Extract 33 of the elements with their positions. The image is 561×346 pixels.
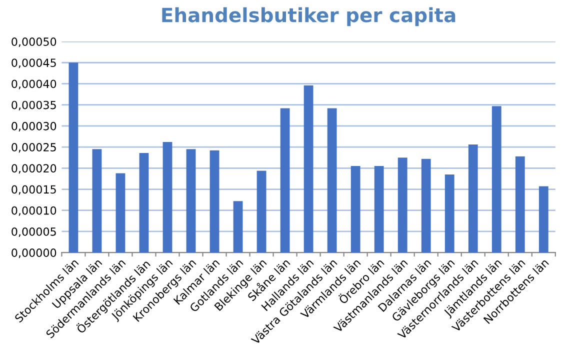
bar (139, 152, 149, 253)
y-tick-label: 0,00005 (12, 227, 56, 237)
bar (350, 166, 360, 253)
bar (492, 106, 502, 253)
bar (538, 186, 548, 253)
bar (421, 158, 431, 253)
bar (304, 85, 314, 253)
y-tick-label: 0,00050 (12, 37, 56, 48)
bar (444, 174, 454, 253)
bar (116, 173, 126, 253)
bar (327, 108, 337, 253)
y-tick-label: 0,00030 (12, 122, 56, 132)
bar (280, 108, 290, 253)
bar (233, 201, 243, 253)
bar (374, 166, 384, 253)
y-tick-label: 0,00015 (12, 185, 56, 195)
chart-title: Ehandelsbutiker per capita (162, 7, 456, 26)
y-tick-label: 0,00040 (12, 80, 56, 90)
bar (162, 142, 172, 253)
bar (398, 158, 408, 253)
y-tick-label: 0,00045 (12, 58, 56, 68)
bar (210, 150, 220, 253)
y-tick-label: 0,00020 (12, 164, 56, 174)
bar (92, 149, 102, 253)
y-tick-label: 0,00000 (12, 248, 56, 258)
y-tick-label: 0,00025 (12, 143, 56, 153)
bar (515, 156, 525, 253)
bar (186, 149, 196, 253)
bar (68, 62, 78, 253)
y-tick-label: 0,00010 (12, 206, 56, 216)
y-tick-label: 0,00035 (12, 100, 56, 110)
bar (256, 170, 266, 253)
bar (468, 144, 478, 253)
